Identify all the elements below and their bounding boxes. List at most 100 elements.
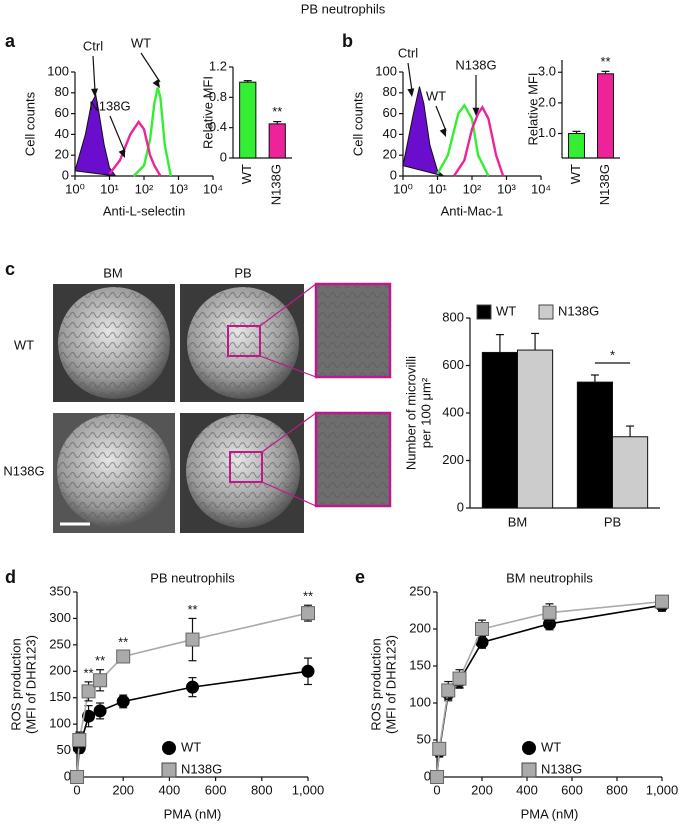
- x-tick-label: 200: [471, 782, 493, 797]
- y-tick-label: 150: [49, 689, 71, 704]
- label-arrow: [407, 62, 413, 92]
- y-tick-label: 80: [383, 84, 397, 99]
- x-tick-label: 1,000: [292, 782, 325, 797]
- x-tick-label: N138G: [597, 164, 612, 205]
- significance-label: *: [610, 347, 615, 362]
- y-tick-label: 100: [375, 63, 397, 78]
- y-tick-label: 60: [383, 105, 397, 120]
- x-tick-label: 400: [516, 782, 538, 797]
- series-label: Ctrl: [398, 45, 418, 60]
- y-tick-label: 20: [383, 147, 397, 162]
- label-arrow: [140, 52, 161, 83]
- legend-marker: [522, 741, 536, 755]
- x-axis-label: PMA (nM): [521, 806, 579, 821]
- legend-label: N138G: [541, 761, 582, 776]
- x-tick-label: 200: [112, 782, 134, 797]
- label-arrow: [109, 115, 126, 153]
- y-tick-label: 50: [417, 731, 431, 746]
- y-tick-label: 0.4: [209, 119, 227, 134]
- x-tick-label: BM: [508, 514, 528, 529]
- label-arrowhead: [407, 88, 415, 97]
- y-tick-label: 300: [49, 610, 71, 625]
- bar: [481, 351, 519, 509]
- y-tick-label: 100: [49, 716, 71, 731]
- panel-letter: e: [355, 567, 365, 587]
- legend-marker: [538, 304, 554, 320]
- x-tick-label: 800: [606, 782, 628, 797]
- histogram-area: [74, 93, 117, 177]
- marker: [301, 664, 315, 678]
- marker: [543, 617, 556, 631]
- marker: [82, 709, 96, 723]
- x-tick-label: 10⁴: [203, 181, 223, 196]
- y-tick-label: 40: [55, 126, 69, 141]
- label-arrowhead: [439, 128, 447, 137]
- label-arrowhead: [118, 149, 126, 158]
- column-label: PB: [234, 265, 251, 280]
- x-tick-label: 10³: [497, 181, 516, 196]
- panel-letter: b: [342, 31, 353, 51]
- column-label: BM: [103, 265, 123, 280]
- y-tick-label: 200: [409, 620, 431, 635]
- x-tick-label: 0: [73, 782, 80, 797]
- y-axis-label: Cell counts: [22, 91, 37, 156]
- y-axis-label: Number of microvilli: [403, 356, 418, 470]
- legend-label: WT: [496, 303, 516, 318]
- significance-label: **: [83, 665, 93, 680]
- marker: [542, 605, 557, 620]
- x-tick-label: 10³: [169, 181, 188, 196]
- y-tick-label: 40: [383, 126, 397, 141]
- y-tick-label: 600: [442, 357, 464, 372]
- x-tick-label: 600: [561, 782, 583, 797]
- series-label: Ctrl: [83, 38, 103, 53]
- x-tick-label: 10¹: [100, 181, 119, 196]
- series-label: WT: [131, 35, 151, 50]
- significance-label: **: [118, 635, 128, 650]
- x-tick-label: N138G: [269, 164, 284, 205]
- legend-marker: [476, 304, 492, 320]
- legend-label: N138G: [181, 761, 222, 776]
- y-axis-label: ROS production: [8, 638, 23, 731]
- label-arrow: [435, 105, 447, 132]
- y-tick-label: 100: [409, 694, 431, 709]
- x-tick-label: 600: [205, 782, 227, 797]
- y-tick-label: 250: [409, 583, 431, 598]
- marker: [93, 673, 108, 688]
- y-tick-label: 80: [55, 84, 69, 99]
- label-arrowhead: [152, 79, 160, 88]
- x-tick-label: WT: [239, 164, 254, 184]
- marker: [301, 606, 315, 621]
- y-axis-label: Relative MFI: [525, 73, 540, 146]
- x-tick-label: 0: [433, 782, 440, 797]
- line: [436, 103, 490, 177]
- legend-marker: [161, 762, 177, 778]
- legend-label: N138G: [558, 303, 599, 318]
- y-tick-label: 250: [49, 636, 71, 651]
- y-tick-label: 60: [55, 105, 69, 120]
- x-tick-label: PB: [604, 514, 621, 529]
- x-axis-label: Anti-L-selectin: [103, 203, 185, 218]
- marker: [475, 622, 489, 636]
- y-axis-label: per 100 μm²: [418, 377, 433, 448]
- marker: [116, 694, 130, 708]
- marker: [72, 733, 87, 747]
- x-tick-label: 1,000: [646, 782, 679, 797]
- marker: [475, 635, 489, 649]
- y-tick-label: 0: [457, 499, 464, 514]
- bar: [597, 73, 614, 159]
- marker: [185, 632, 200, 647]
- y-tick-label: 100: [47, 63, 69, 78]
- marker: [441, 683, 456, 698]
- y-tick-label: 3.0: [538, 64, 556, 79]
- series-label: WT: [426, 88, 446, 103]
- line: [452, 105, 505, 177]
- legend-label: WT: [181, 739, 201, 754]
- y-tick-label: 20: [55, 147, 69, 162]
- significance-label: **: [187, 602, 197, 617]
- x-axis-label: Anti-Mac-1: [441, 203, 504, 218]
- legend-label: WT: [541, 739, 561, 754]
- y-tick-label: 200: [442, 452, 464, 467]
- y-tick-label: 200: [49, 663, 71, 678]
